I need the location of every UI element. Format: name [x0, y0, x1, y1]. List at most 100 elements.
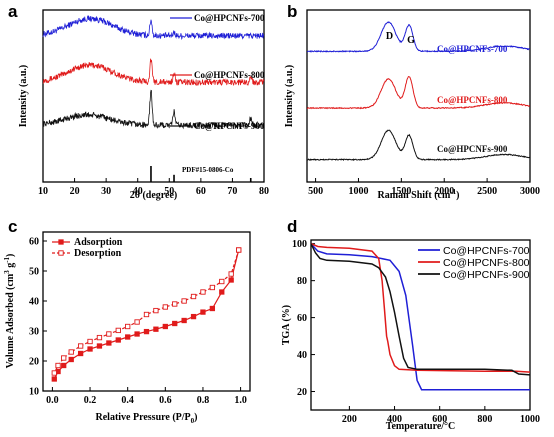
panel-d-ytick-label: 80: [297, 276, 307, 287]
panel-d-xtick-label: 600: [432, 414, 447, 425]
panel-c-isotherm: 0.0 0.2 0.4 0.6 0.8 1.0 10 20 30 40 50 60 Adsorption…: [3, 231, 251, 425]
panel-c-ytick-label: 30: [29, 327, 39, 338]
panel-c-data-point: [87, 346, 93, 352]
panel-d-series-line: [310, 243, 530, 391]
panel-c-data-point: [219, 289, 225, 295]
panel-d-xtick-label: 400: [387, 414, 402, 425]
panel-c-data-point: [153, 307, 159, 314]
panel-d-legend-label: Co@HPCNFs-800: [443, 257, 530, 269]
panel-b-peak-label-g: G: [407, 35, 415, 46]
panel-label-d: d: [287, 217, 297, 236]
panel-b-raman: 500 1000 1500 2000 2500 3000 Co@HPCNFs-700 Co@H…: [284, 9, 540, 201]
panel-a-frame: [42, 9, 265, 183]
panel-d-xtick-label: 1000: [520, 414, 540, 425]
panel-c-legend-label: Desorption: [74, 248, 122, 259]
panel-b-peak-label-d: D: [386, 31, 393, 42]
panel-label-c: c: [8, 217, 17, 236]
panel-b-series-line: [307, 21, 531, 53]
panel-a-legend-label: Co@HPCNFs-700: [194, 13, 265, 23]
panel-b-xtick-label: 2000: [434, 186, 454, 197]
panel-a-x-axis-label: 2θ (degree): [130, 190, 178, 201]
panel-c-series-line: [53, 249, 240, 374]
panel-d-ytick-label: 20: [297, 387, 307, 398]
panel-c-data-point: [143, 311, 150, 318]
panel-c-data-point: [106, 340, 112, 346]
panel-c-data-point: [228, 277, 234, 283]
panel-c-xtick-label: 0.2: [84, 395, 97, 406]
panel-c-data-point: [115, 337, 121, 343]
panel-b-xtick-label: 3000: [520, 186, 540, 197]
panel-label-b: b: [287, 2, 297, 21]
panel-d-ytick-label: 60: [297, 313, 307, 324]
panel-a-xtick-label: 30: [101, 186, 111, 197]
panel-c-xtick-label: 0.0: [46, 395, 59, 406]
panel-c-ytick-label: 40: [29, 297, 39, 308]
panel-c-data-point: [51, 376, 57, 382]
panel-c-data-point: [162, 323, 168, 330]
panel-a-xtick-label: 80: [259, 186, 269, 197]
panel-a-series-line: [42, 58, 265, 87]
panel-b-xtick-label: 2500: [477, 186, 497, 197]
panel-label-a: a: [8, 2, 18, 21]
panel-d-legend-label: Co@HPCNFs-900: [443, 269, 530, 281]
panel-c-ytick-label: 20: [29, 357, 39, 368]
panel-a-legend-label: Co@HPCNFs-900: [194, 121, 265, 131]
panel-d-series-line: [310, 243, 531, 373]
panel-a-series-line: [42, 15, 265, 41]
panel-c-data-point: [77, 350, 84, 357]
panel-c-data-point: [162, 304, 168, 310]
panel-d-xtick-label: 800: [477, 414, 492, 425]
panel-a-xtick-label: 20: [70, 186, 80, 197]
panel-c-data-point: [172, 320, 178, 327]
panel-c-data-point: [96, 343, 103, 349]
panel-d-ytick-label: 40: [297, 350, 307, 361]
panel-c-x-axis-label: Relative Pressure (P/P0): [96, 412, 198, 425]
panel-c-data-point: [125, 334, 131, 340]
panel-a-xtick-label: 70: [227, 186, 237, 197]
panel-c-data-point: [181, 317, 187, 324]
panel-b-x-axis-label: Raman Shift (cm-1): [378, 188, 460, 201]
panel-c-data-point: [181, 298, 187, 304]
panel-c-legend-label: Adsorption: [74, 237, 123, 248]
panel-a-reference-label: PDF#15-0806-Co: [182, 166, 234, 174]
panel-b-legend-label: Co@HPCNFs-800: [437, 95, 508, 105]
panel-b-series-line: [306, 76, 531, 110]
panel-c-data-point: [68, 349, 74, 355]
panel-c-data-point: [153, 326, 159, 332]
panel-d-frame: [310, 239, 531, 411]
panel-c-data-point: [134, 331, 140, 337]
panel-c-data-point: [219, 278, 225, 285]
panel-c-data-point: [87, 338, 93, 345]
panel-a-xtick-label: 40: [133, 186, 143, 197]
panel-c-xtick-label: 1.0: [234, 395, 247, 406]
panel-a-xtick-label: 60: [196, 186, 206, 197]
panel-c-data-point: [209, 284, 216, 291]
panel-d-tga: 200 400 600 800 1000 20 40 60 80 100 Co@HPCNFs-700…: [281, 239, 540, 432]
panel-c-data-point: [106, 331, 112, 337]
panel-a-y-axis-label: Intensity (a.u.): [18, 65, 29, 128]
panel-c-data-point: [96, 334, 103, 341]
panel-c-data-point: [55, 362, 61, 369]
panel-b-frame: [306, 9, 531, 183]
panel-b-xtick-label: 1000: [348, 186, 368, 197]
panel-c-series-line: [53, 249, 240, 380]
panel-c-xtick-label: 0.8: [197, 395, 210, 406]
panel-a-xtick-label: 10: [38, 186, 48, 197]
panel-c-data-point: [61, 362, 67, 369]
panel-c-xtick-label: 0.4: [121, 395, 134, 406]
panel-b-legend-label: Co@HPCNFs-700: [437, 44, 508, 54]
panel-d-legend-label: Co@HPCNFs-700: [443, 245, 530, 257]
panel-c-xtick-label: 0.6: [159, 395, 172, 406]
panel-c-data-point: [77, 343, 84, 349]
panel-c-ytick-label: 50: [29, 267, 39, 278]
panel-c-data-point: [115, 327, 121, 334]
panel-c-data-point: [200, 289, 206, 295]
panel-c-data-point: [51, 370, 57, 376]
panel-c-data-point: [209, 305, 216, 312]
panel-a-series-line: [42, 89, 265, 130]
panel-c-data-point: [228, 271, 234, 277]
panel-c-ytick-label: 10: [29, 387, 39, 398]
panel-c-ytick-label: 60: [29, 237, 39, 248]
panel-d-series-line: [310, 243, 531, 376]
